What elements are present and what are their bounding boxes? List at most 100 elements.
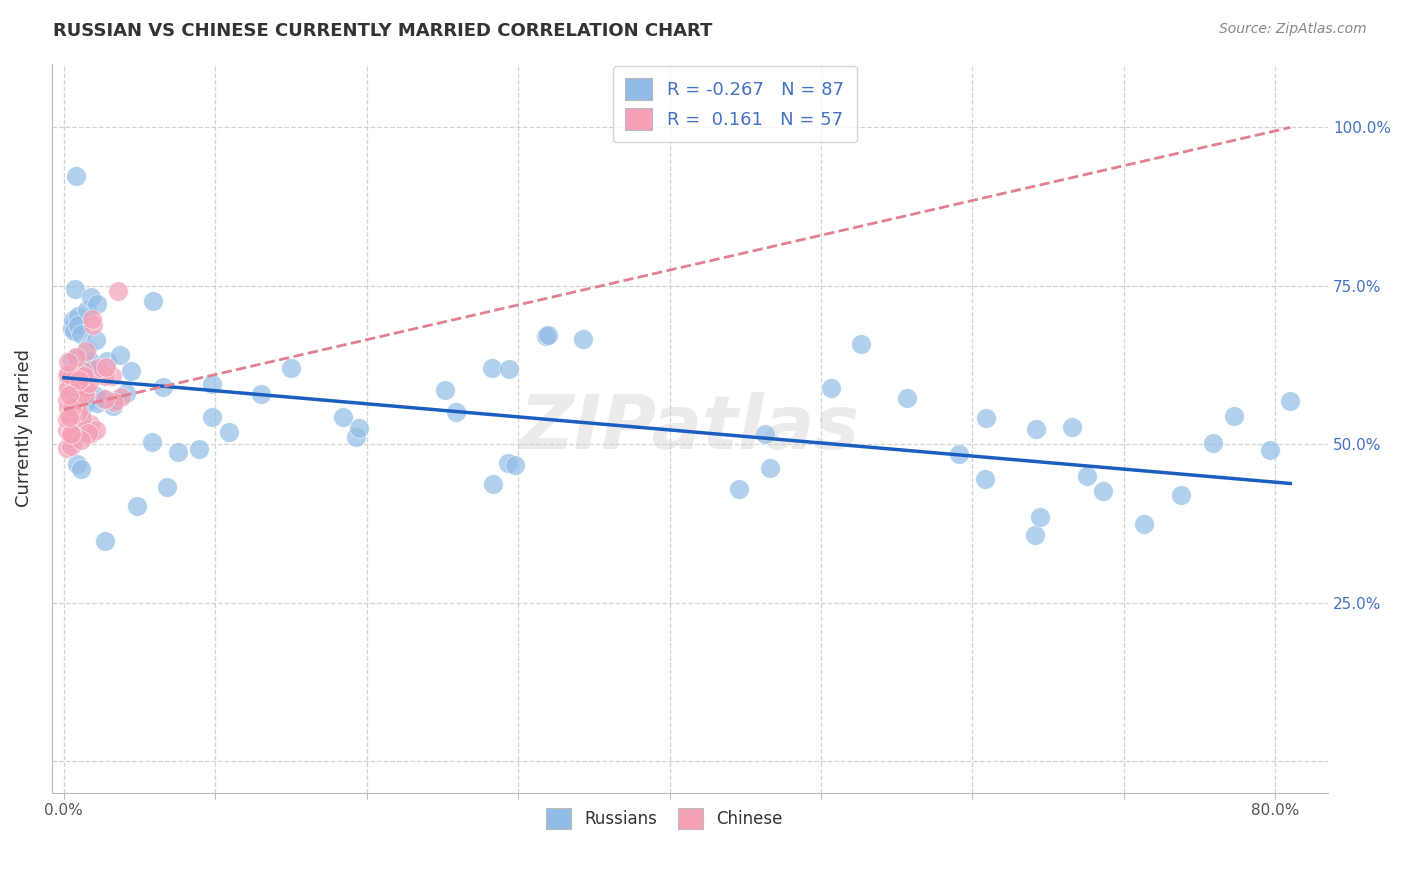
Point <box>120 363 142 377</box>
Point <box>87 360 110 375</box>
Point <box>69 371 91 385</box>
Point <box>60 353 83 368</box>
Text: Source: ZipAtlas.com: Source: ZipAtlas.com <box>1219 22 1367 37</box>
Point <box>60 400 83 414</box>
Point <box>56 393 79 408</box>
Point <box>1258 442 1281 457</box>
Point <box>58 409 80 424</box>
Point <box>1076 468 1098 483</box>
Point <box>56 442 79 456</box>
Point <box>103 399 125 413</box>
Point <box>156 480 179 494</box>
Point <box>62 370 84 384</box>
Point <box>94 534 117 549</box>
Point <box>60 410 83 425</box>
Point <box>280 361 302 376</box>
Point <box>58 388 80 402</box>
Point <box>572 332 595 346</box>
Point <box>344 430 367 444</box>
Point <box>66 376 89 390</box>
Point <box>896 391 918 405</box>
Point <box>66 309 89 323</box>
Point <box>91 392 114 406</box>
Point <box>80 362 103 376</box>
Point <box>76 343 98 357</box>
Point <box>820 381 842 395</box>
Point <box>433 383 456 397</box>
Point <box>79 354 101 368</box>
Point <box>62 395 84 409</box>
Point <box>86 389 108 403</box>
Point <box>201 409 224 424</box>
Point <box>166 445 188 459</box>
Point <box>93 368 115 383</box>
Point <box>65 351 87 366</box>
Point <box>82 312 104 326</box>
Point <box>948 447 970 461</box>
Point <box>63 373 86 387</box>
Text: ZIPatlas: ZIPatlas <box>520 392 860 465</box>
Point <box>94 392 117 406</box>
Point <box>849 336 872 351</box>
Point <box>76 303 98 318</box>
Point <box>503 458 526 472</box>
Point <box>481 476 503 491</box>
Point <box>73 388 96 402</box>
Point <box>66 404 89 418</box>
Point <box>96 353 118 368</box>
Point <box>56 368 79 383</box>
Point <box>108 348 131 362</box>
Point <box>105 392 128 407</box>
Point <box>65 427 87 442</box>
Y-axis label: Currently Married: Currently Married <box>15 350 32 508</box>
Point <box>201 377 224 392</box>
Point <box>58 355 80 369</box>
Point <box>62 376 84 390</box>
Point <box>60 368 83 382</box>
Point <box>534 329 557 343</box>
Point <box>60 427 83 442</box>
Point <box>332 410 354 425</box>
Point <box>727 482 749 496</box>
Point <box>56 382 79 396</box>
Point <box>66 365 89 379</box>
Point <box>250 387 273 401</box>
Point <box>60 415 83 429</box>
Point <box>84 392 107 406</box>
Point <box>188 442 211 456</box>
Point <box>63 373 86 387</box>
Point <box>56 367 79 381</box>
Point <box>67 373 90 387</box>
Point <box>115 386 138 401</box>
Point <box>107 285 129 299</box>
Point <box>1278 394 1301 409</box>
Point <box>63 282 86 296</box>
Point <box>754 426 776 441</box>
Point <box>59 368 82 382</box>
Point <box>80 290 103 304</box>
Point <box>498 362 520 376</box>
Point <box>72 364 94 378</box>
Point <box>73 385 96 400</box>
Point <box>1024 528 1046 542</box>
Point <box>70 387 93 401</box>
Point <box>72 384 94 399</box>
Point <box>59 439 82 453</box>
Point <box>63 324 86 338</box>
Point <box>1202 436 1225 450</box>
Point <box>73 368 96 383</box>
Point <box>56 401 79 416</box>
Point <box>70 411 93 425</box>
Point <box>73 381 96 395</box>
Point <box>56 411 79 425</box>
Point <box>1029 509 1052 524</box>
Point <box>79 376 101 391</box>
Point <box>65 396 87 410</box>
Point <box>79 427 101 442</box>
Point <box>60 432 83 446</box>
Point <box>1170 488 1192 502</box>
Point <box>142 293 165 308</box>
Point <box>96 360 118 375</box>
Point <box>101 368 124 383</box>
Point <box>75 344 97 359</box>
